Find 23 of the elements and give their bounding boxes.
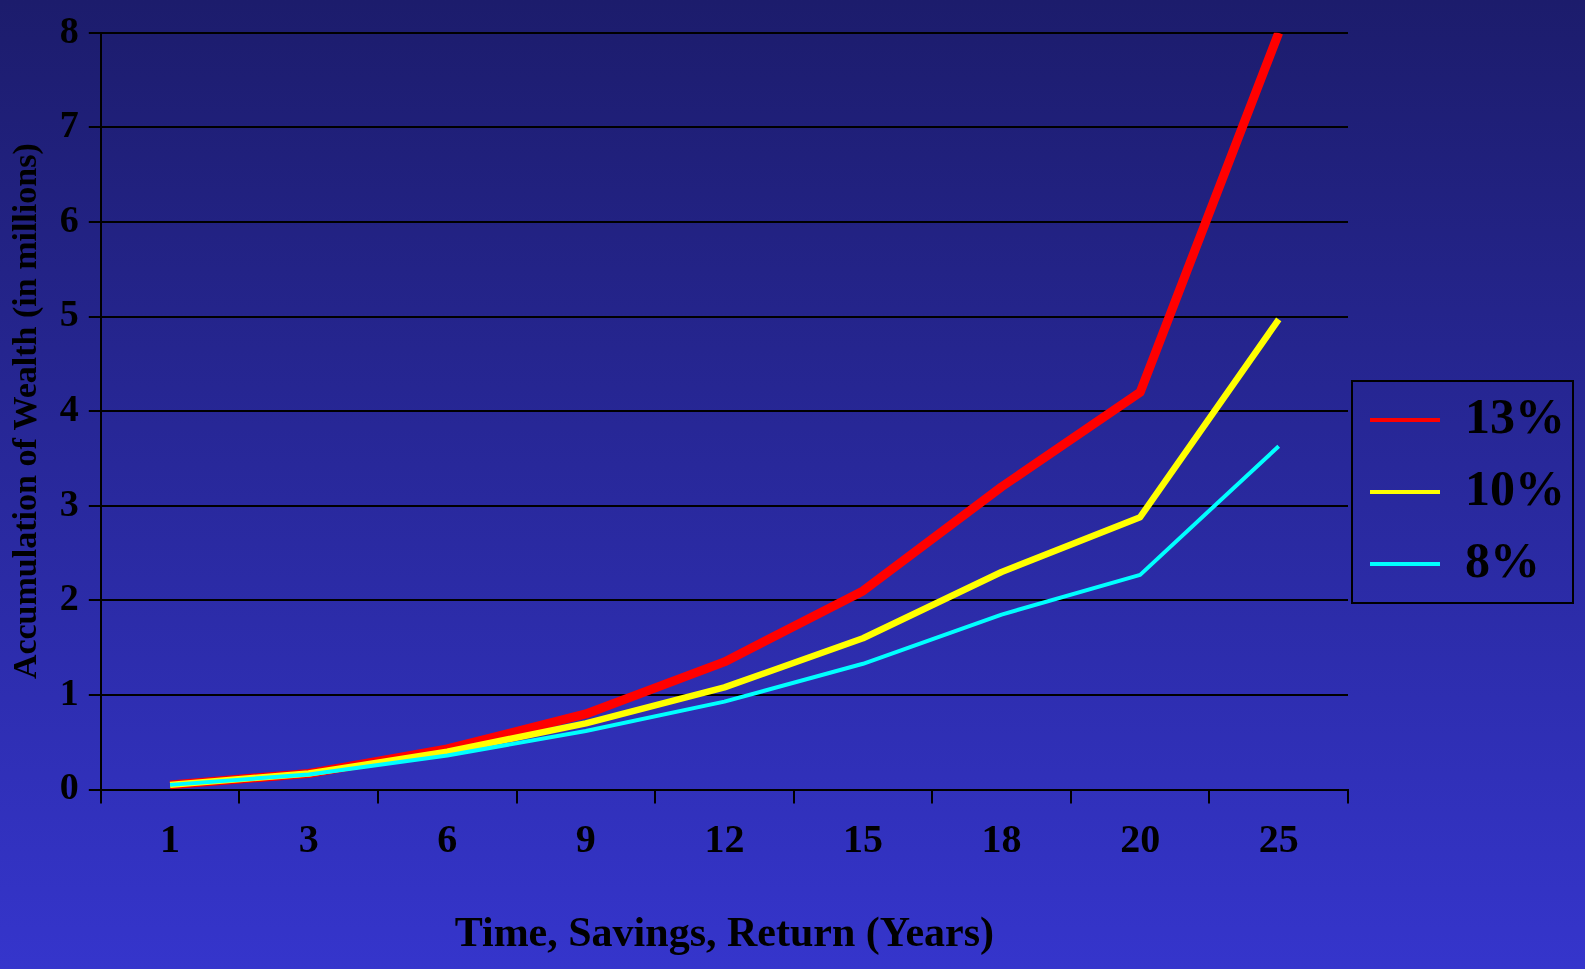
- x-tick-label: 9: [575, 815, 596, 861]
- y-tick-label: 8: [59, 8, 79, 51]
- y-axis-title: Accumulation of Wealth (in millions): [6, 143, 45, 680]
- x-tick-label: 3: [298, 815, 319, 861]
- y-tick-label: 2: [59, 576, 79, 619]
- y-tick-label: 1: [59, 670, 79, 713]
- y-tick-label: 7: [59, 103, 79, 146]
- y-tick-label: 5: [59, 292, 79, 335]
- x-axis-title: Time, Savings, Return (Years): [454, 908, 995, 956]
- x-tick-label: 20: [1120, 815, 1161, 861]
- y-tick-label: 0: [59, 765, 79, 808]
- y-tick-label: 3: [59, 481, 79, 524]
- x-tick-label: 25: [1258, 815, 1299, 861]
- legend-label: 10%: [1465, 459, 1565, 516]
- legend-label: 8%: [1465, 531, 1540, 588]
- x-tick-label: 6: [437, 815, 458, 861]
- x-tick-label: 15: [842, 815, 883, 861]
- x-tick-label: 18: [981, 815, 1022, 861]
- y-tick-label: 6: [59, 197, 79, 240]
- y-tick-label: 4: [59, 387, 79, 430]
- x-tick-label: 1: [160, 815, 181, 861]
- x-tick-label: 12: [704, 815, 745, 861]
- legend-label: 13%: [1465, 387, 1565, 444]
